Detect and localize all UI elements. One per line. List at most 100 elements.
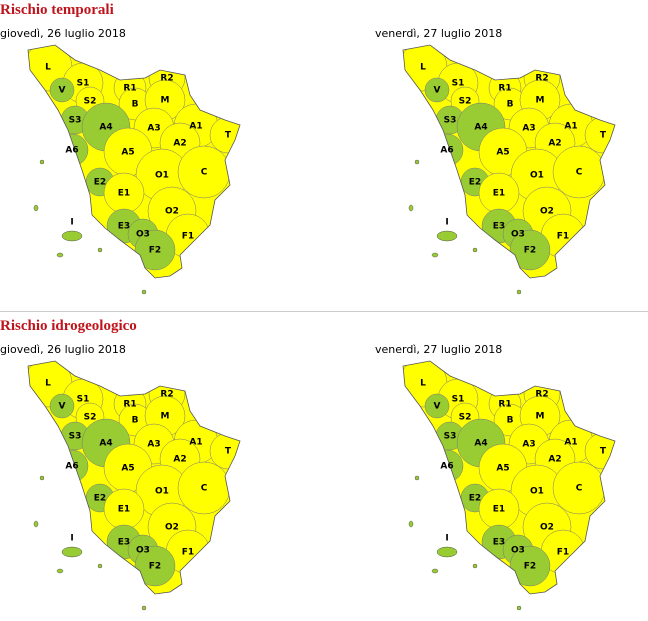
zone-label: F2: [149, 246, 161, 256]
island: [39, 159, 45, 165]
zone-label: R1: [123, 400, 136, 410]
map-date: giovedì, 26 luglio 2018: [0, 27, 126, 40]
island: [141, 605, 147, 611]
zone-label: A1: [564, 438, 577, 448]
zone-label: E3: [493, 222, 505, 232]
zone-label: A5: [121, 148, 134, 158]
zone-label: V: [434, 402, 441, 412]
zone-area: [509, 545, 551, 587]
zone-area: [134, 229, 176, 271]
zone-label: A3: [522, 124, 535, 134]
zone-label: I: [70, 218, 73, 228]
island: [61, 546, 83, 558]
zone-label: R1: [123, 84, 136, 94]
region-outline: [27, 360, 241, 595]
island: [408, 204, 414, 212]
zones: [403, 361, 615, 587]
region-outline: [27, 44, 241, 279]
zone-label: E1: [493, 505, 505, 515]
island: [97, 247, 103, 253]
zone-label: B: [507, 100, 514, 110]
zone-label: O2: [540, 207, 554, 217]
zone-label: S1: [452, 395, 465, 405]
zone-label: F1: [557, 232, 569, 242]
zone-label: O2: [165, 207, 179, 217]
zone-label: C: [576, 484, 583, 494]
zone-label: E1: [118, 189, 130, 199]
zone-label: V: [434, 86, 441, 96]
zone-label: F2: [149, 562, 161, 572]
zone-label: O2: [165, 523, 179, 533]
zone-area: [49, 393, 75, 419]
zone-label: A5: [121, 464, 134, 474]
zone-label: L: [45, 379, 51, 389]
zone-label: C: [201, 168, 208, 178]
island: [39, 475, 45, 481]
zone-label: O1: [530, 487, 544, 497]
zone-label: M: [161, 96, 170, 106]
island: [414, 475, 420, 481]
zone-label: O2: [540, 523, 554, 533]
zone-area: [49, 77, 75, 103]
zone-label: E3: [118, 222, 130, 232]
zone-label: I: [70, 534, 73, 544]
zone-label: O1: [530, 171, 544, 181]
zone-area: [509, 229, 551, 271]
zone-label: R2: [535, 74, 548, 84]
zone-label: T: [600, 131, 607, 141]
zone-label: A6: [440, 462, 453, 472]
island: [33, 204, 39, 212]
zones: [28, 361, 240, 587]
island: [436, 546, 458, 558]
zone-label: T: [225, 447, 232, 457]
zone-label: A4: [99, 123, 112, 133]
zone-label: I: [445, 218, 448, 228]
zone-label: O3: [136, 230, 150, 240]
zone-label: S2: [84, 413, 97, 423]
island: [431, 252, 439, 258]
zone-label: B: [132, 100, 139, 110]
map: L S1 V S2 R1 R2 B M S3 A4 A3 A1 T A6 A2 A5 O1 C E2 E1 O2 I E3 O…: [27, 360, 241, 611]
zone-label: A2: [548, 455, 561, 465]
zone-label: C: [576, 168, 583, 178]
zone-label: V: [59, 86, 66, 96]
map: L S1 V S2 R1 R2 B M S3 A4 A3 A1 T A6 A2 A5 O1 C E2 E1 O2 I E3 O…: [27, 44, 241, 295]
zone-label: E2: [469, 178, 481, 188]
zones: [28, 45, 240, 271]
zone-label: A3: [147, 124, 160, 134]
zone-label: B: [507, 416, 514, 426]
zone-label: M: [161, 412, 170, 422]
zone-label: E2: [94, 494, 106, 504]
zone-label: A1: [189, 438, 202, 448]
zone-label: S1: [452, 79, 465, 89]
zone-label: E2: [469, 494, 481, 504]
island: [414, 159, 420, 165]
island: [56, 568, 64, 574]
zone-label: S2: [459, 97, 472, 107]
island: [408, 520, 414, 528]
map-date: venerdì, 27 luglio 2018: [375, 27, 503, 40]
zone-label: A1: [564, 122, 577, 132]
map: L S1 V S2 R1 R2 B M S3 A4 A3 A1 T A6 A2 A5 O1 C E2 E1 O2 I E3 O…: [402, 360, 616, 611]
zone-label: S3: [444, 116, 457, 126]
zone-label: A4: [474, 123, 487, 133]
zone-label: A2: [548, 139, 561, 149]
region-outline: [402, 360, 616, 595]
map-date: venerdì, 27 luglio 2018: [375, 343, 503, 356]
island: [141, 289, 147, 295]
zone-label: E2: [94, 178, 106, 188]
zone-label: R2: [160, 74, 173, 84]
zone-label: S1: [77, 79, 90, 89]
island: [61, 230, 83, 242]
zone-label: S1: [77, 395, 90, 405]
section-title: Rischio temporali: [0, 2, 114, 18]
zone-label: B: [132, 416, 139, 426]
zone-label: O3: [136, 546, 150, 556]
zone-label: E1: [493, 189, 505, 199]
zone-label: L: [420, 379, 426, 389]
zone-label: O1: [155, 171, 169, 181]
zone-area: [424, 393, 450, 419]
region-outline: [402, 44, 616, 279]
island: [472, 563, 478, 569]
zone-label: R2: [160, 390, 173, 400]
